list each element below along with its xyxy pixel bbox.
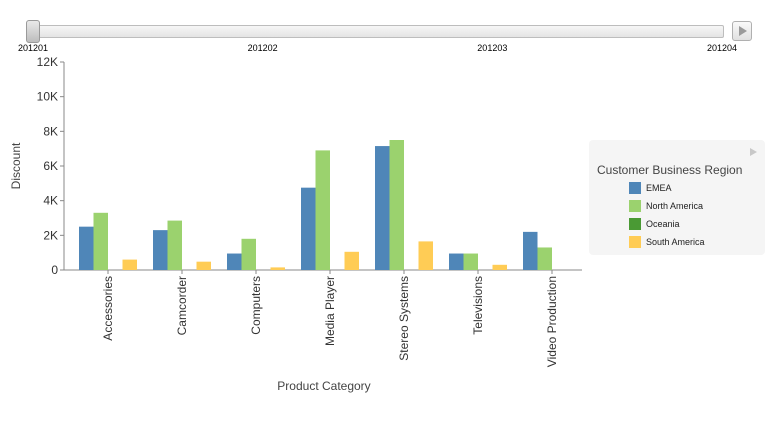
legend-label: North America [646,201,704,211]
bar-north-america [463,253,478,270]
y-tick-label: 4K [43,194,58,208]
x-tick-label: Video Production [545,276,559,367]
y-axis-title: Discount [9,142,23,189]
x-axis-title: Product Category [277,379,370,393]
legend-swatch [629,218,641,230]
bar-south-america [418,241,433,270]
bar-emea [449,253,464,270]
bar-south-america [122,259,137,270]
legend-label: Oceania [646,219,680,229]
bar-emea [523,231,538,270]
x-tick-label: Televisions [471,276,485,335]
y-tick-label: 2K [43,228,58,242]
legend-label: EMEA [646,183,672,193]
bar-south-america [492,264,507,270]
bar-north-america [93,212,108,270]
legend-title: Customer Business Region [597,163,743,177]
bar-south-america [344,251,359,270]
slider-tick-label: 201204 [706,43,738,53]
slider-tick-label: 201201 [17,43,49,53]
y-tick-label: 10K [37,90,58,104]
slider-tick-label: 201203 [477,43,508,53]
y-tick-label: 6K [43,159,58,173]
bar-north-america [241,238,256,270]
y-tick-label: 12K [37,55,58,69]
bar-emea [301,187,316,270]
x-tick-label: Stereo Systems [397,276,411,361]
x-tick-label: Camcorder [175,276,189,335]
y-tick-label: 0 [51,263,58,277]
legend-swatch [629,182,641,194]
legend-swatch [629,236,641,248]
slider-tick-label: 201202 [247,43,278,53]
bar-emea [375,146,390,270]
bar-north-america [537,247,552,270]
time-slider-handle[interactable] [26,20,40,43]
x-tick-label: Computers [249,276,263,335]
bar-north-america [315,150,330,270]
play-button[interactable] [732,21,752,41]
bar-north-america [167,220,182,270]
play-icon [739,26,747,36]
x-tick-label: Accessories [101,276,115,341]
legend-scroll-arrow-icon[interactable] [750,148,757,156]
bar-emea [227,253,242,270]
x-tick-label: Media Player [323,276,337,346]
bar-emea [153,230,168,270]
legend-swatch [629,200,641,212]
bar-south-america [196,261,211,270]
legend: Customer Business Region EMEA North Ameri… [589,140,765,255]
bar-north-america [389,140,404,270]
bar-south-america [270,267,285,270]
bar-emea [79,226,94,270]
legend-label: South America [646,237,705,247]
y-tick-label: 8K [43,124,58,138]
